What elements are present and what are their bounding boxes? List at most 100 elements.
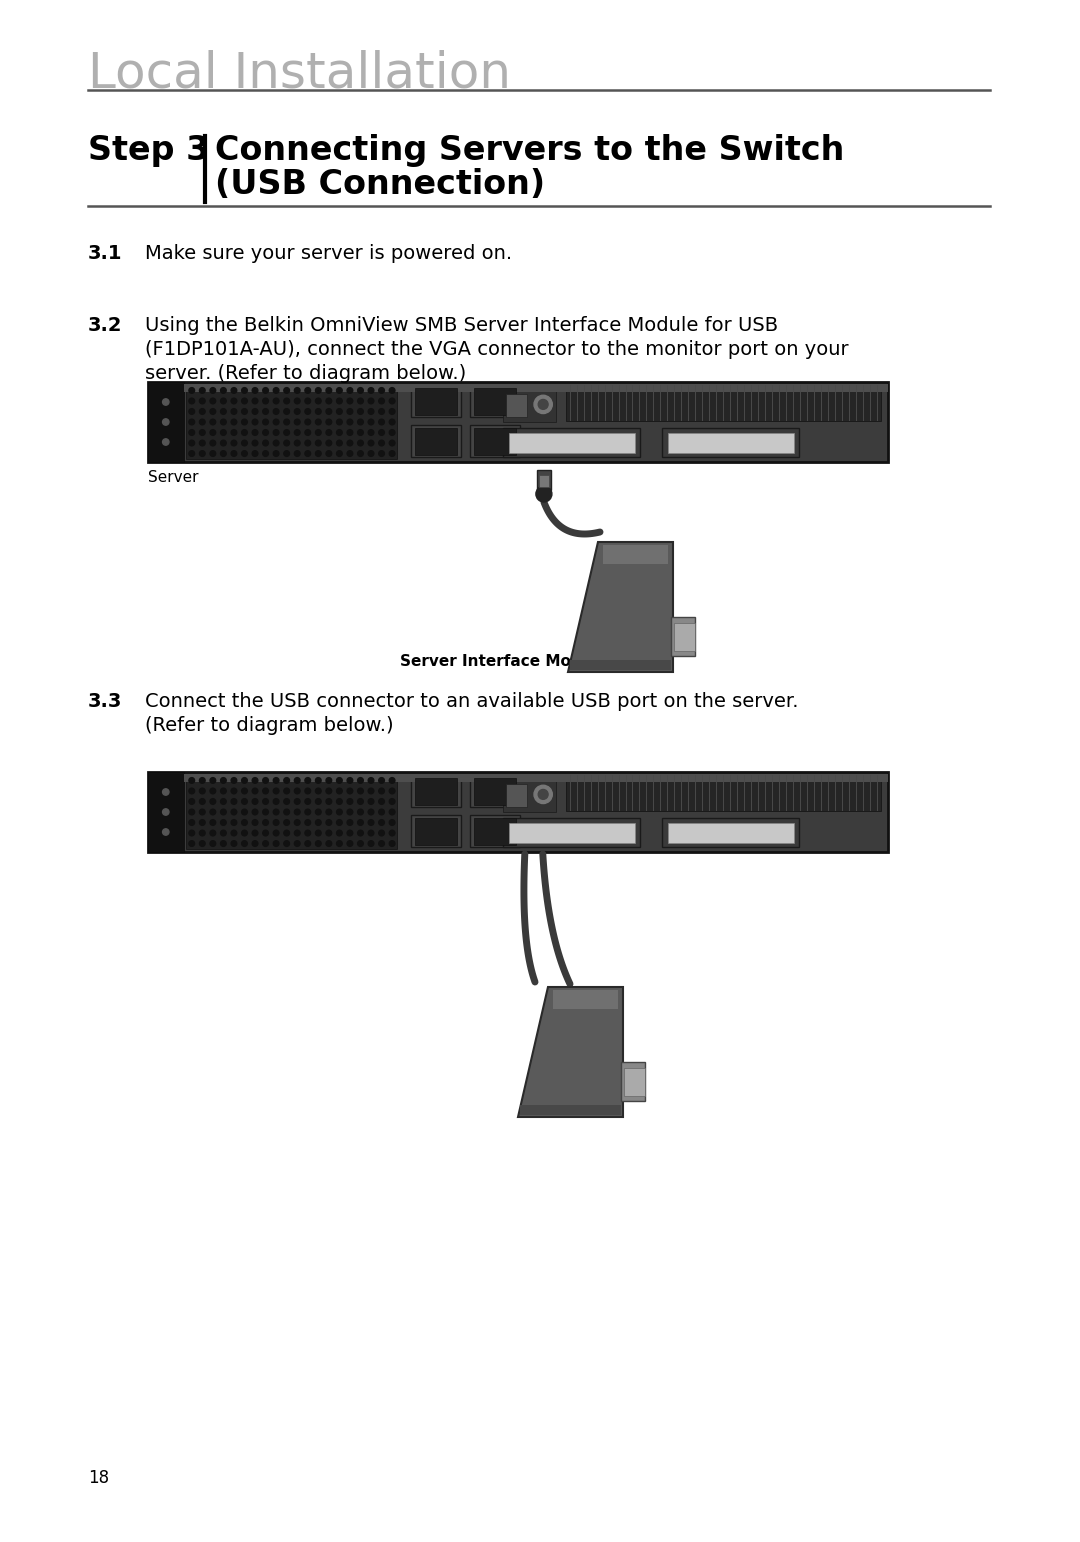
Circle shape: [163, 419, 168, 426]
Circle shape: [295, 777, 300, 783]
Polygon shape: [567, 541, 673, 672]
Circle shape: [189, 820, 194, 825]
Circle shape: [231, 777, 237, 783]
Circle shape: [231, 398, 237, 404]
Circle shape: [189, 799, 194, 805]
Circle shape: [315, 450, 321, 456]
Bar: [509, 823, 635, 842]
Circle shape: [368, 430, 374, 435]
Circle shape: [357, 799, 363, 805]
Bar: [415, 387, 457, 415]
Circle shape: [284, 398, 289, 404]
Circle shape: [305, 830, 311, 836]
Circle shape: [242, 799, 247, 805]
Circle shape: [189, 840, 194, 847]
Bar: [503, 777, 556, 813]
Circle shape: [368, 439, 374, 446]
Circle shape: [163, 790, 168, 796]
Circle shape: [284, 788, 289, 794]
Circle shape: [262, 450, 269, 456]
Circle shape: [284, 799, 289, 805]
Circle shape: [220, 450, 226, 456]
Circle shape: [220, 409, 226, 415]
Circle shape: [262, 799, 269, 805]
Circle shape: [357, 830, 363, 836]
Circle shape: [337, 810, 342, 814]
Circle shape: [242, 430, 247, 435]
Text: server. (Refer to diagram below.): server. (Refer to diagram below.): [145, 364, 467, 382]
Circle shape: [200, 830, 205, 836]
Circle shape: [210, 439, 216, 446]
Circle shape: [357, 398, 363, 404]
Circle shape: [220, 777, 226, 783]
Circle shape: [315, 387, 321, 393]
Circle shape: [284, 439, 289, 446]
Circle shape: [538, 399, 548, 409]
Circle shape: [210, 830, 216, 836]
Circle shape: [273, 799, 279, 805]
Circle shape: [337, 820, 342, 825]
Circle shape: [200, 799, 205, 805]
Circle shape: [200, 450, 205, 456]
Circle shape: [273, 788, 279, 794]
Text: 3.2: 3.2: [87, 316, 122, 335]
Circle shape: [357, 777, 363, 783]
Circle shape: [326, 810, 332, 814]
Circle shape: [347, 777, 353, 783]
Bar: [184, 384, 888, 392]
Circle shape: [163, 810, 168, 816]
Circle shape: [347, 398, 353, 404]
Circle shape: [231, 419, 237, 426]
Circle shape: [368, 419, 374, 426]
Circle shape: [253, 830, 258, 836]
Circle shape: [326, 788, 332, 794]
Circle shape: [189, 450, 194, 456]
Circle shape: [326, 439, 332, 446]
Circle shape: [347, 840, 353, 847]
Circle shape: [295, 430, 300, 435]
Circle shape: [357, 419, 363, 426]
Circle shape: [305, 398, 311, 404]
Text: Server Interface Module: Server Interface Module: [400, 654, 608, 669]
Circle shape: [534, 395, 552, 413]
Circle shape: [315, 840, 321, 847]
Circle shape: [253, 387, 258, 393]
Circle shape: [253, 788, 258, 794]
Text: Make sure your server is powered on.: Make sure your server is powered on.: [145, 244, 512, 264]
Circle shape: [242, 820, 247, 825]
Text: 18: 18: [87, 1470, 109, 1486]
Circle shape: [284, 387, 289, 393]
Circle shape: [305, 788, 311, 794]
Circle shape: [295, 810, 300, 814]
Circle shape: [347, 430, 353, 435]
Circle shape: [337, 419, 342, 426]
Circle shape: [273, 439, 279, 446]
Circle shape: [189, 830, 194, 836]
Text: Connecting Servers to the Switch: Connecting Servers to the Switch: [215, 134, 845, 167]
Circle shape: [389, 830, 395, 836]
Circle shape: [231, 439, 237, 446]
Circle shape: [220, 788, 226, 794]
Circle shape: [326, 820, 332, 825]
Bar: [621, 1062, 645, 1101]
Circle shape: [295, 419, 300, 426]
Bar: [415, 817, 457, 845]
Circle shape: [347, 450, 353, 456]
Circle shape: [189, 419, 194, 426]
Circle shape: [231, 788, 237, 794]
Circle shape: [200, 777, 205, 783]
Circle shape: [231, 820, 237, 825]
Circle shape: [189, 409, 194, 415]
Circle shape: [389, 820, 395, 825]
Bar: [470, 386, 521, 418]
Circle shape: [368, 409, 374, 415]
Circle shape: [295, 799, 300, 805]
Bar: [662, 429, 799, 456]
Circle shape: [379, 820, 384, 825]
Circle shape: [368, 830, 374, 836]
Circle shape: [379, 810, 384, 814]
Circle shape: [220, 840, 226, 847]
Circle shape: [347, 820, 353, 825]
Circle shape: [231, 799, 237, 805]
Circle shape: [357, 840, 363, 847]
